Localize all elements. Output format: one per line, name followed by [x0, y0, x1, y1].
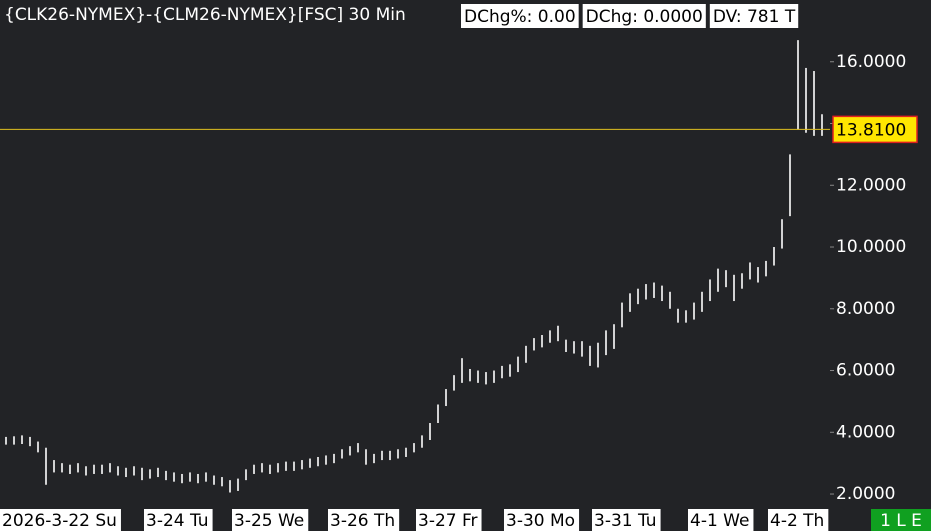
y-tick-label: 2.0000	[836, 484, 895, 504]
x-tick-label: 3-24 Tu	[146, 511, 209, 531]
x-tick-label: 2026-3-22 Su	[2, 511, 117, 531]
x-tick-label: 3-31 Tu	[594, 511, 657, 531]
x-tick-label: 3-25 We	[234, 511, 304, 531]
info-box	[582, 4, 706, 28]
x-label-box	[504, 509, 580, 531]
y-tick-label: 6.0000	[836, 361, 895, 381]
info-text: DV: 781 T	[713, 7, 796, 27]
chart-title: {CLK26-NYMEX}-{CLM26-NYMEX}[FSC] 30 Min	[4, 5, 406, 25]
y-tick-label: 16.0000	[836, 52, 906, 72]
x-tick-label: 3-26 Th	[330, 511, 395, 531]
last-price-box	[832, 115, 918, 144]
info-box	[461, 4, 579, 28]
x-label-box	[688, 509, 754, 531]
info-text: DChg: 0.0000	[586, 7, 703, 27]
x-tick-label: 3-30 Mo	[506, 511, 575, 531]
info-box	[709, 4, 799, 28]
x-label-box	[232, 509, 309, 531]
status-text: 1 L E	[880, 511, 922, 531]
x-label-box	[0, 509, 121, 531]
status-box	[871, 509, 931, 531]
x-tick-label: 4-1 We	[690, 511, 749, 531]
y-tick-label: 10.0000	[836, 237, 906, 257]
x-label-box	[592, 509, 661, 531]
x-label-box	[328, 509, 400, 531]
y-tick-label: 12.0000	[836, 175, 906, 195]
x-tick-label: 4-2 Th	[770, 511, 824, 531]
x-label-box	[144, 509, 213, 531]
last-price-label: 13.8100	[836, 120, 906, 140]
y-tick-label: 8.0000	[836, 299, 895, 319]
y-tick-label: 4.0000	[836, 422, 895, 442]
x-label-box	[768, 509, 829, 531]
x-tick-label: 3-27 Fr	[418, 511, 478, 531]
info-text: DChg%: 0.00	[464, 7, 576, 27]
x-label-box	[416, 509, 482, 531]
